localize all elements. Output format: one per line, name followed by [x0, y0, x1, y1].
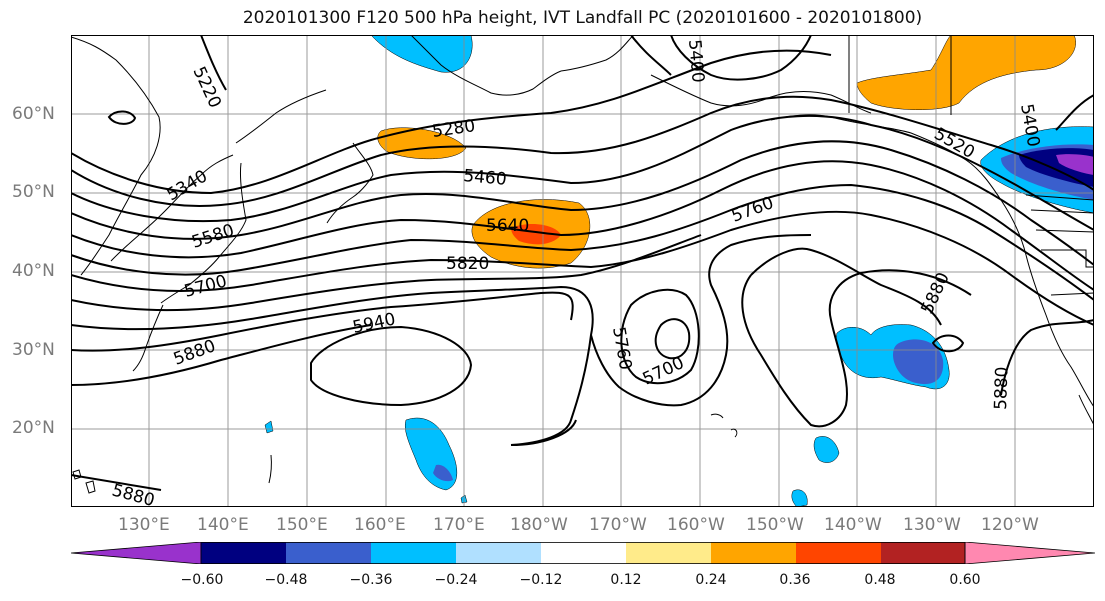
colorbar-bin: [371, 542, 456, 564]
lat-label-30n: 30°N: [12, 340, 55, 360]
lon-label-130e: 130°E: [118, 515, 170, 535]
colorbar-bin: [626, 542, 711, 564]
colorbar-bin: [286, 542, 371, 564]
contour-label-5460: 5460: [463, 166, 508, 190]
colorbar: [71, 542, 1095, 564]
colorbar-tick: −0.60: [180, 572, 224, 588]
lon-label-130w: 130°W: [903, 515, 961, 535]
lon-label-160w: 160°W: [667, 515, 725, 535]
height-contours: [71, 35, 1094, 491]
colorbar-bin: [456, 542, 541, 564]
lon-label-170e: 170°E: [433, 515, 485, 535]
lon-label-150e: 150°E: [276, 515, 328, 535]
colorbar-bin: [711, 542, 796, 564]
map-frame: [71, 35, 1094, 507]
lat-label-20n: 20°N: [12, 418, 55, 438]
colorbar-tick: 0.48: [864, 572, 896, 588]
contour-label-5400: 5400: [684, 39, 708, 84]
colorbar-tick: 0.24: [695, 572, 727, 588]
contour-label-5640: 5640: [486, 216, 529, 236]
lon-label-170w: 170°W: [589, 515, 647, 535]
colorbar-tick: −0.12: [519, 572, 563, 588]
colorbar-extend-low: [71, 542, 202, 564]
contour-label-5880c: 5880: [991, 366, 1012, 410]
colorbar-bin: [796, 542, 881, 564]
colorbar-bin: [881, 542, 965, 564]
colorbar-extend-high: [964, 542, 1095, 564]
lon-label-120w: 120°W: [981, 515, 1039, 535]
colorbar-tick: 0.36: [779, 572, 811, 588]
lon-label-160e: 160°E: [354, 515, 406, 535]
colorbar-tick: −0.36: [349, 572, 393, 588]
lon-label-140w: 140°W: [824, 515, 882, 535]
map-panel: 5220 5280 5340 5400 5400 5460 5520 5580 …: [71, 35, 1094, 507]
colorbar-tick: 0.60: [949, 572, 981, 588]
lat-label-50n: 50°N: [12, 182, 55, 202]
lon-label-150w: 150°W: [746, 515, 804, 535]
map-title: 2020101300 F120 500 hPa height, IVT Land…: [242, 8, 923, 28]
contour-label-5820: 5820: [446, 254, 489, 274]
colorbar-tick: −0.24: [434, 572, 478, 588]
lon-label-140e: 140°E: [197, 515, 249, 535]
lat-label-60n: 60°N: [12, 104, 55, 124]
colorbar-bin: [201, 542, 286, 564]
colorbar-tick: −0.48: [264, 572, 308, 588]
lat-label-40n: 40°N: [12, 261, 55, 281]
lon-label-180w: 180°W: [510, 515, 568, 535]
ivt-shading: [264, 35, 1094, 507]
colorbar-tick: 0.12: [610, 572, 642, 588]
